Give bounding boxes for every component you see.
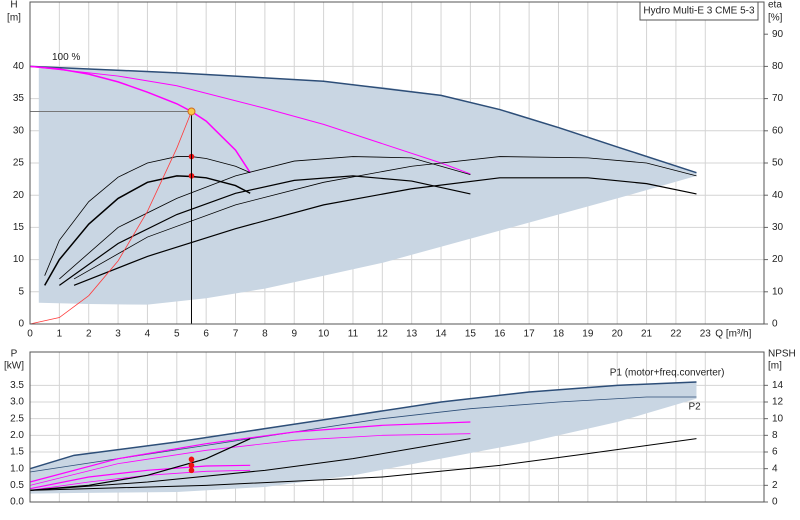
title-box — [639, 1, 759, 21]
x-tick-label: 14 — [435, 329, 447, 340]
y-tick-label: 0 — [18, 319, 24, 330]
y-tick-label: 30 — [13, 125, 25, 136]
x-tick-label: 9 — [291, 329, 297, 340]
x-tick-label: 6 — [203, 329, 209, 340]
x-tick-label: 20 — [612, 329, 624, 340]
plot-frame — [29, 351, 765, 503]
y-tick-label: 10 — [13, 254, 25, 265]
curve — [29, 433, 471, 486]
x-tick-label: 22 — [670, 329, 682, 340]
x-tick-label: 12 — [377, 329, 389, 340]
curve-label: P1 (motor+freq.converter) — [610, 368, 725, 379]
y-tick-label: 2.0 — [10, 430, 24, 441]
y2-tick-label: 0 — [772, 497, 778, 508]
x-tick-label: 16 — [494, 329, 506, 340]
y2-tick-label: 6 — [772, 447, 778, 458]
y2-tick-label: 60 — [772, 125, 784, 136]
curve — [29, 65, 471, 175]
x-tick-label: 17 — [524, 329, 536, 340]
y2-tick-label: 50 — [772, 158, 784, 169]
y-tick-label: 35 — [13, 93, 25, 104]
curve — [59, 156, 471, 280]
y-tick-label: 3.5 — [10, 380, 24, 391]
y2-tick-label: 14 — [772, 380, 784, 391]
curve — [44, 156, 251, 276]
x-tick-label: 10 — [318, 329, 330, 340]
y2-tick-label: 80 — [772, 61, 784, 72]
operating-area — [38, 66, 697, 305]
y-tick-label: 1.5 — [10, 447, 24, 458]
y2-axis-label: eta — [768, 0, 782, 11]
x-tick-label: 3 — [115, 329, 121, 340]
y2-tick-label: 0 — [772, 319, 778, 330]
y2-tick-label: 70 — [772, 93, 784, 104]
curve-label: 100 % — [52, 52, 80, 63]
x-tick-label: 11 — [348, 329, 359, 340]
curve-label: P2 — [688, 402, 701, 413]
x-axis-label: Q [m³/h] — [715, 329, 751, 340]
y-tick-label: 0.0 — [10, 497, 24, 508]
y-axis-unit: [kW] — [4, 361, 24, 372]
y2-axis-label: NPSH — [768, 349, 796, 360]
y-tick-label: 25 — [13, 158, 25, 169]
y-tick-label: 40 — [13, 61, 25, 72]
x-tick-label: 19 — [582, 329, 594, 340]
y-tick-label: 3.0 — [10, 397, 24, 408]
x-tick-label: 23 — [700, 329, 712, 340]
y2-tick-label: 2 — [772, 480, 778, 491]
duty-point — [187, 107, 196, 116]
x-tick-label: 18 — [553, 329, 565, 340]
x-tick-label: 15 — [465, 329, 477, 340]
curve — [29, 464, 251, 490]
x-tick-label: 21 — [641, 329, 653, 340]
y2-tick-label: 40 — [772, 190, 784, 201]
x-tick-label: 7 — [233, 329, 239, 340]
y-tick-label: 15 — [13, 222, 25, 233]
y2-axis-unit: [m] — [768, 361, 782, 372]
y-tick-label: 5 — [18, 286, 24, 297]
operating-area — [30, 382, 697, 494]
curve — [29, 438, 251, 491]
y2-tick-label: 10 — [772, 413, 784, 424]
curve — [73, 177, 697, 286]
chart-title: Hydro Multi-E 3 CME 5-3 — [643, 6, 755, 17]
y2-tick-label: 90 — [772, 29, 784, 40]
y-tick-label: 2.5 — [10, 413, 24, 424]
y-tick-label: 1.0 — [10, 463, 24, 474]
curve — [29, 65, 697, 174]
y2-tick-label: 10 — [772, 286, 784, 297]
x-tick-label: 5 — [174, 329, 180, 340]
y2-tick-label: 12 — [772, 397, 784, 408]
x-tick-label: 1 — [57, 329, 63, 340]
operating-point — [188, 462, 195, 469]
y-tick-label: 20 — [13, 190, 25, 201]
y-tick-label: 0.5 — [10, 480, 24, 491]
curve — [29, 381, 697, 470]
y-axis-label: H — [10, 0, 17, 11]
y2-tick-label: 30 — [772, 222, 784, 233]
x-tick-label: 8 — [262, 329, 268, 340]
curve — [29, 421, 471, 483]
operating-point — [188, 456, 195, 463]
y2-tick-label: 4 — [772, 463, 778, 474]
curve — [59, 175, 471, 286]
x-tick-label: 0 — [27, 329, 33, 340]
y2-tick-label: 8 — [772, 430, 778, 441]
plot-frame — [29, 1, 765, 325]
curve — [29, 111, 192, 325]
operating-point — [188, 467, 195, 474]
y2-tick-label: 20 — [772, 254, 784, 265]
curve — [29, 438, 697, 491]
y-axis-unit: [m] — [7, 13, 21, 24]
curve — [73, 156, 697, 280]
y-axis-label: P — [11, 349, 18, 360]
y2-axis-unit: [%] — [768, 13, 783, 24]
x-tick-label: 4 — [145, 329, 151, 340]
x-tick-label: 2 — [86, 329, 92, 340]
curve — [29, 438, 471, 491]
x-tick-label: 13 — [406, 329, 418, 340]
